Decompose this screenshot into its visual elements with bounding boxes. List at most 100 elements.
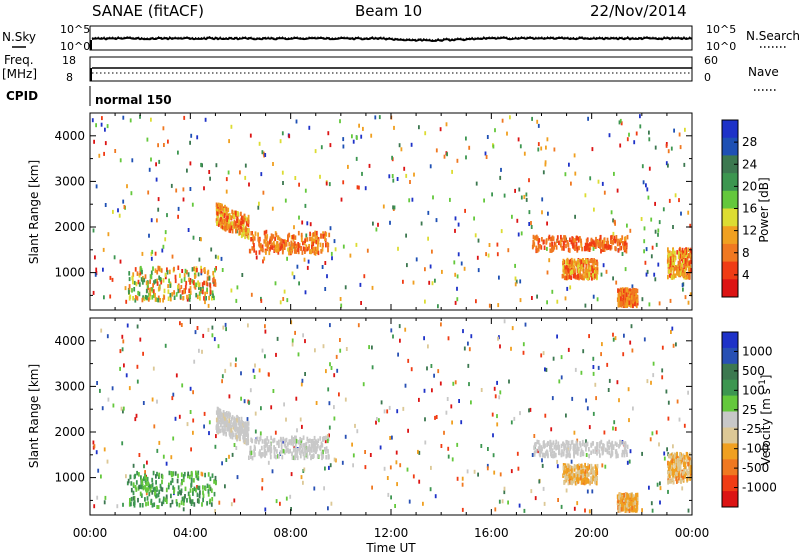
data-point-velocity bbox=[599, 453, 601, 458]
data-point-power bbox=[280, 238, 283, 243]
data-point-power bbox=[488, 303, 491, 308]
data-point-velocity bbox=[278, 454, 280, 459]
data-point-velocity bbox=[575, 440, 578, 445]
data-point-power bbox=[298, 243, 301, 248]
data-point-power bbox=[221, 219, 223, 224]
data-point-power bbox=[457, 222, 460, 227]
data-point-power bbox=[271, 245, 274, 250]
data-point-velocity bbox=[193, 478, 195, 483]
data-point-power bbox=[309, 222, 312, 227]
data-point-power bbox=[247, 228, 250, 233]
data-point-power bbox=[686, 275, 689, 280]
data-point-velocity bbox=[147, 481, 149, 486]
data-point-power bbox=[236, 218, 238, 223]
data-point-power bbox=[578, 236, 580, 242]
data-point-power bbox=[189, 290, 192, 295]
data-point-power bbox=[378, 115, 381, 120]
data-point-velocity bbox=[299, 436, 302, 442]
data-point-velocity bbox=[534, 442, 537, 447]
data-point-power bbox=[544, 162, 547, 167]
data-point-velocity bbox=[480, 388, 483, 392]
data-point-velocity bbox=[196, 485, 198, 489]
data-point-velocity bbox=[324, 447, 326, 452]
y-tick-label: 3000 bbox=[54, 174, 85, 188]
data-point-velocity bbox=[631, 348, 634, 353]
data-point-velocity bbox=[534, 496, 537, 501]
data-point-power bbox=[241, 228, 244, 233]
data-point-power bbox=[288, 246, 291, 252]
data-point-velocity bbox=[302, 443, 305, 448]
data-point-power bbox=[183, 115, 186, 120]
data-point-power bbox=[214, 254, 217, 259]
data-point-power bbox=[198, 282, 201, 287]
data-point-velocity bbox=[522, 350, 525, 355]
data-point-velocity bbox=[294, 455, 297, 461]
data-point-power bbox=[272, 162, 274, 166]
data-point-power bbox=[483, 198, 485, 203]
freq-left-tick-bottom: 8 bbox=[66, 71, 73, 84]
data-point-velocity bbox=[211, 325, 214, 330]
velocity-colorbar-label-end: ] bbox=[759, 375, 773, 380]
data-point-velocity bbox=[258, 368, 261, 373]
data-point-power bbox=[499, 175, 502, 180]
data-point-power bbox=[646, 269, 649, 274]
data-point-power bbox=[621, 252, 624, 256]
data-point-velocity bbox=[254, 411, 257, 416]
data-point-power bbox=[175, 188, 178, 193]
data-point-power bbox=[603, 239, 605, 245]
data-point-velocity bbox=[663, 456, 666, 461]
data-point-velocity bbox=[462, 329, 464, 334]
data-point-power bbox=[327, 242, 330, 248]
data-point-velocity bbox=[264, 438, 267, 443]
data-point-power bbox=[670, 261, 673, 266]
data-point-velocity bbox=[291, 435, 293, 440]
data-point-power bbox=[582, 269, 585, 274]
data-point-velocity bbox=[615, 451, 618, 457]
data-point-velocity bbox=[681, 454, 684, 460]
data-point-power bbox=[424, 299, 426, 304]
data-point-power bbox=[501, 118, 504, 123]
data-point-power bbox=[368, 163, 371, 168]
data-point-velocity bbox=[211, 333, 214, 338]
data-point-velocity bbox=[190, 483, 192, 488]
data-point-velocity bbox=[568, 452, 571, 458]
data-point-power bbox=[654, 145, 657, 150]
data-point-power bbox=[122, 199, 125, 204]
data-point-velocity bbox=[395, 460, 398, 465]
data-point-power bbox=[562, 268, 565, 273]
data-point-power bbox=[579, 265, 582, 270]
data-point-velocity bbox=[328, 433, 330, 438]
data-point-velocity bbox=[265, 451, 268, 456]
data-point-power bbox=[630, 303, 632, 308]
data-point-power bbox=[92, 290, 95, 295]
data-point-power bbox=[680, 254, 683, 260]
data-point-power bbox=[141, 297, 144, 303]
data-point-power bbox=[657, 228, 660, 233]
data-point-power bbox=[149, 287, 151, 293]
data-point-velocity bbox=[379, 445, 382, 450]
data-point-velocity bbox=[219, 428, 222, 433]
data-point-velocity bbox=[618, 506, 621, 511]
data-point-velocity bbox=[198, 494, 201, 499]
data-point-velocity bbox=[549, 439, 552, 445]
data-point-power bbox=[151, 295, 154, 300]
data-point-velocity bbox=[658, 442, 660, 447]
data-point-power bbox=[131, 288, 133, 293]
data-point-velocity bbox=[291, 342, 294, 347]
data-point-velocity bbox=[564, 474, 567, 480]
data-point-power bbox=[243, 218, 246, 223]
data-point-velocity bbox=[278, 439, 280, 445]
data-point-power bbox=[584, 303, 587, 308]
data-point-velocity bbox=[154, 486, 156, 492]
data-point-power bbox=[137, 279, 140, 285]
data-point-velocity bbox=[264, 453, 266, 458]
data-point-velocity bbox=[314, 348, 316, 353]
data-point-velocity bbox=[176, 478, 179, 484]
data-point-velocity bbox=[560, 375, 563, 380]
data-point-power bbox=[520, 195, 523, 200]
data-point-velocity bbox=[147, 501, 149, 506]
data-point-power bbox=[349, 253, 352, 258]
data-point-velocity bbox=[276, 440, 279, 446]
data-point-velocity bbox=[292, 437, 295, 442]
data-point-velocity bbox=[313, 440, 316, 446]
